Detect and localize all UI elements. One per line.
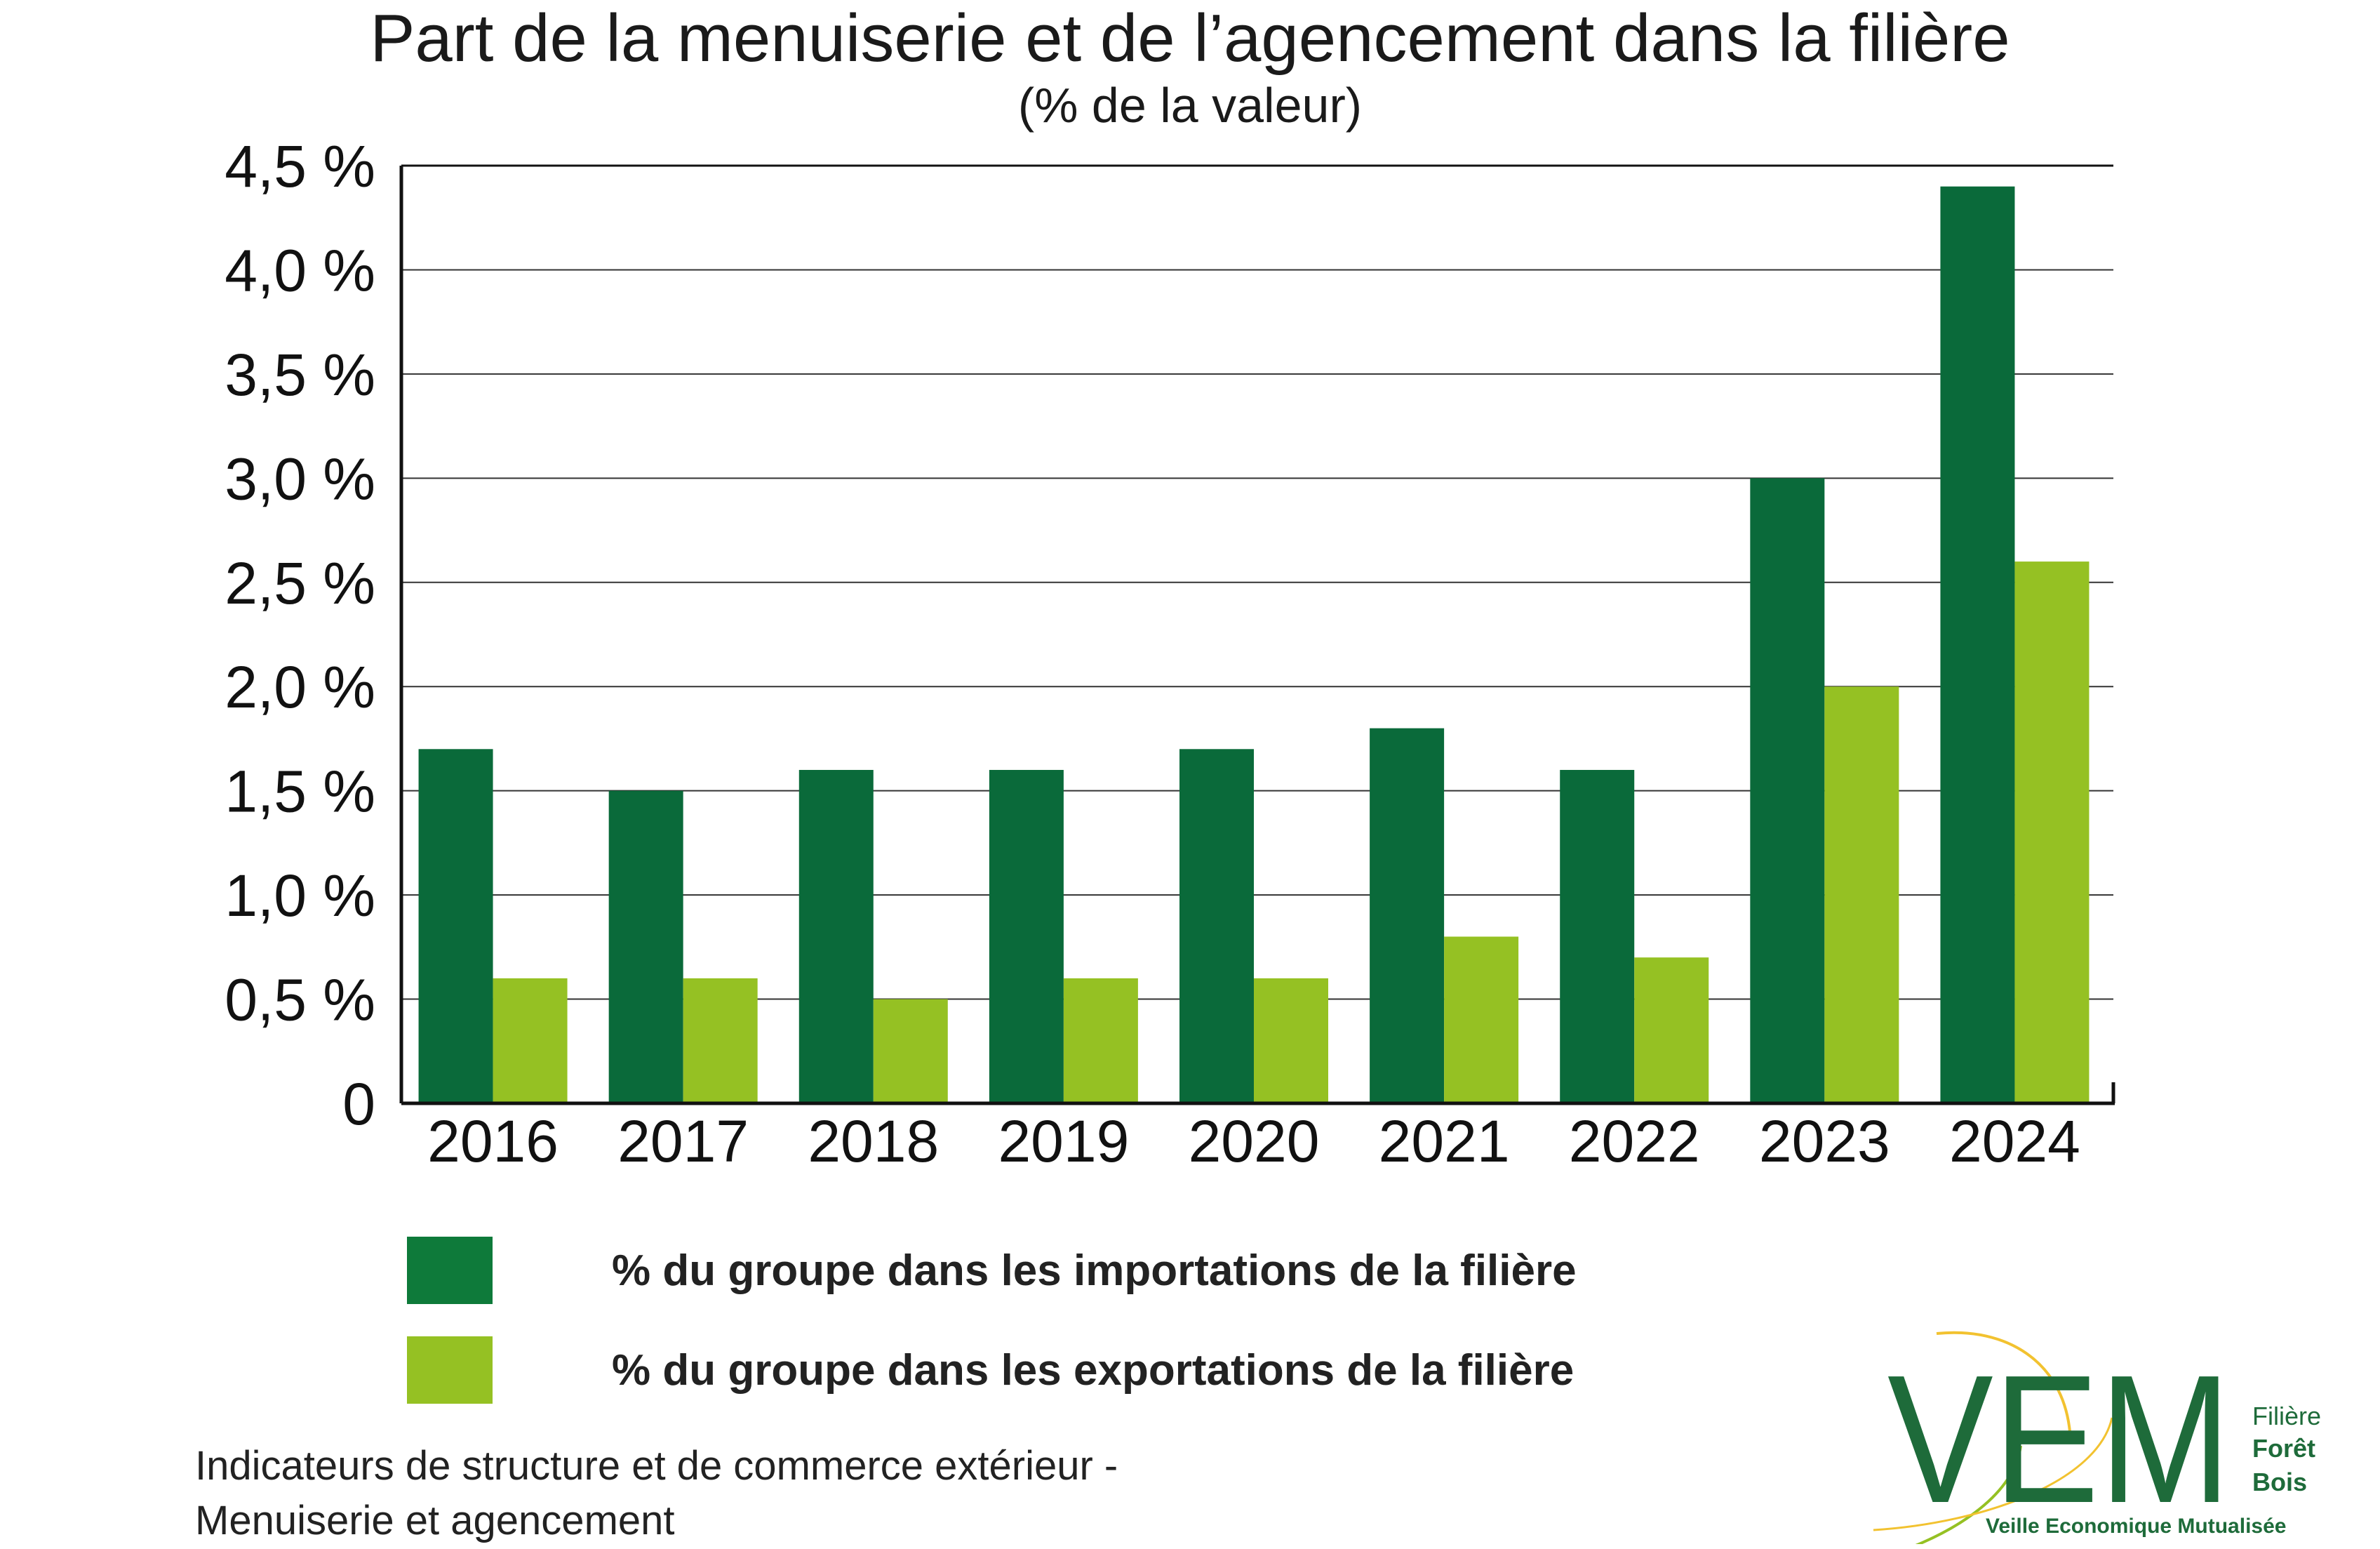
bar-exports-2023 (1824, 686, 1899, 1103)
logo-line-3: Bois (2252, 1468, 2307, 1496)
bar-exports-2020 (1254, 978, 1328, 1103)
bar-imports-2024 (1940, 186, 2015, 1103)
x-tick-label: 2023 (1759, 1108, 1890, 1174)
bar-exports-2018 (873, 999, 948, 1103)
source-line-1: Indicateurs de structure et de commerce … (195, 1443, 1118, 1489)
x-tick-label: 2017 (617, 1108, 749, 1174)
x-tick-label: 2024 (1949, 1108, 2080, 1174)
bar-exports-2019 (1063, 978, 1138, 1103)
bar-exports-2016 (493, 978, 568, 1103)
y-tick-label: 1,0 % (225, 863, 375, 929)
bar-imports-2022 (1560, 769, 1635, 1103)
x-tick-label: 2021 (1379, 1108, 1510, 1174)
bars (418, 186, 2090, 1103)
logo-swoosh-green (1915, 1445, 2022, 1544)
y-tick-label: 4,5 % (225, 133, 375, 199)
source-note: Indicateurs de structure et de commerce … (195, 1439, 1118, 1548)
logo-swoosh-gold (1873, 1417, 2113, 1531)
legend-exports-label: % du groupe dans les exportations de la … (612, 1345, 1575, 1395)
bar-imports-2021 (1370, 728, 1445, 1103)
logo-mark: VEM (1887, 1338, 2231, 1541)
y-tick-label: 2,0 % (225, 654, 375, 720)
legend-imports-label: % du groupe dans les importations de la … (612, 1246, 1577, 1295)
logo-line-1: Filière (2252, 1402, 2321, 1430)
logo-tagline: Veille Economique Mutualisée (1986, 1515, 2286, 1538)
bar-exports-2024 (2014, 561, 2090, 1103)
chart-subtitle: (% de la valeur) (1017, 78, 1363, 133)
legend-exports: % du groupe dans les exportations de la … (407, 1336, 1574, 1404)
y-tick-label: 0,5 % (225, 967, 375, 1033)
legend-exports-swatch (407, 1336, 493, 1404)
bar-imports-2019 (989, 769, 1064, 1103)
bar-exports-2017 (683, 978, 758, 1103)
bar-imports-2023 (1750, 478, 1825, 1103)
y-tick-label: 4,0 % (225, 237, 375, 303)
bar-exports-2022 (1634, 957, 1709, 1103)
bar-imports-2017 (608, 790, 683, 1103)
x-tick-label: 2020 (1189, 1108, 1320, 1174)
logo-line-2: Forêt (2252, 1434, 2315, 1463)
axes (399, 164, 2115, 1105)
x-tick-labels: 2016 2017 2018 2019 2020 2021 2022 2023 2024 (427, 1108, 2080, 1174)
chart-title: Part de la menuiserie et de l’agencement… (370, 1, 2010, 76)
x-tick-label: 2016 (427, 1108, 559, 1174)
x-tick-label: 2018 (808, 1108, 939, 1174)
bar-exports-2021 (1444, 936, 1519, 1103)
y-tick-label: 3,0 % (225, 446, 375, 512)
vem-logo: VEM Filière Forêt Bois Veille Economique… (1873, 1331, 2321, 1544)
y-tick-label: 0 (342, 1071, 375, 1137)
legend-imports: % du groupe dans les importations de la … (407, 1237, 1577, 1304)
bar-imports-2020 (1179, 749, 1254, 1103)
bar-imports-2018 (798, 769, 874, 1103)
bar-imports-2016 (418, 749, 493, 1103)
y-tick-label: 3,5 % (225, 342, 375, 408)
y-tick-label: 2,5 % (225, 550, 375, 616)
bar-chart: 0 0,5 % 1,0 % 1,5 % 2,0 % 2,5 % 3,0 % 3,5 % 4,0 … (225, 133, 2115, 1174)
x-tick-label: 2022 (1569, 1108, 1700, 1174)
y-tick-labels: 0 0,5 % 1,0 % 1,5 % 2,0 % 2,5 % 3,0 % 3,5 % 4,0 … (225, 133, 375, 1137)
y-tick-label: 1,5 % (225, 759, 375, 825)
legend-imports-swatch (407, 1237, 493, 1304)
logo-swoosh-yellow (1936, 1331, 2071, 1432)
x-tick-label: 2019 (998, 1108, 1129, 1174)
source-line-2: Menuiserie et agencement (195, 1498, 675, 1543)
